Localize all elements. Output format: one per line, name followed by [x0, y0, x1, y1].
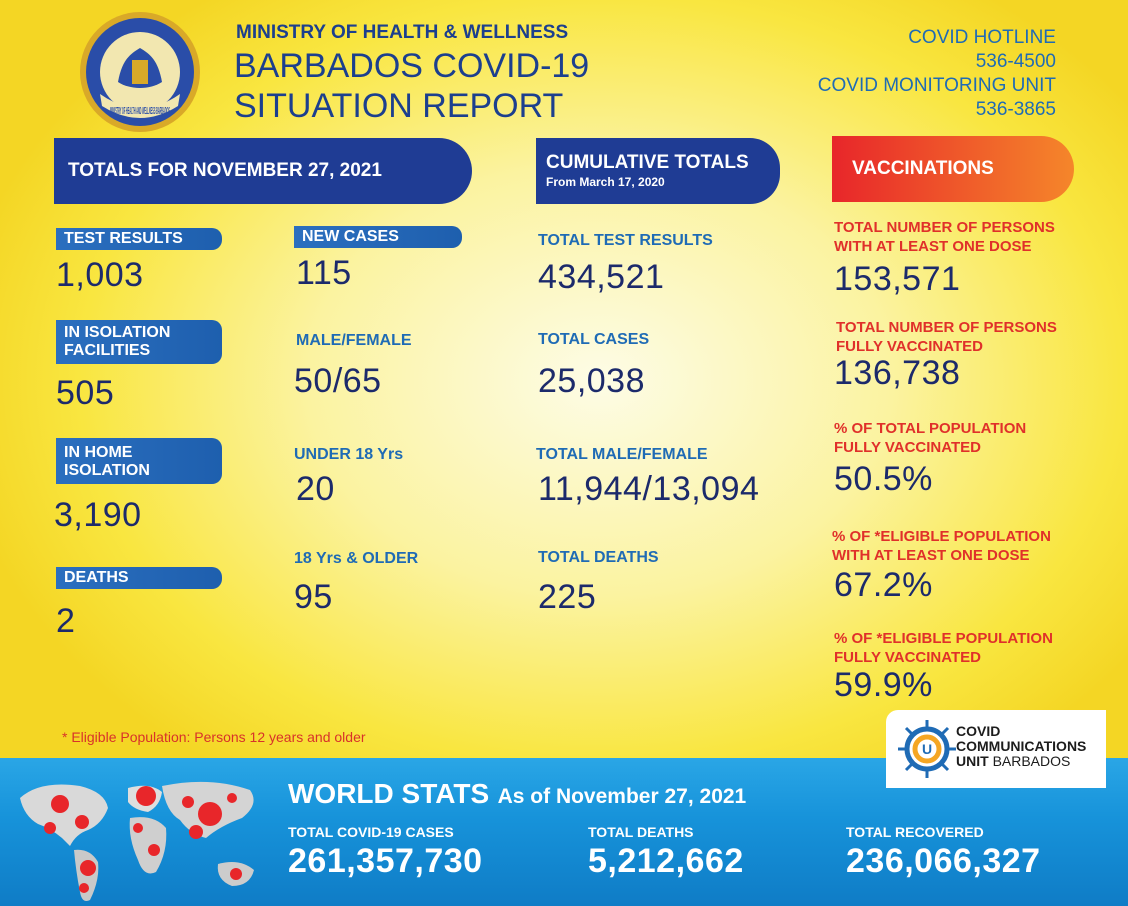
isolation-label-2: FACILITIES: [64, 342, 151, 359]
pct-eligible-full-label-1: % OF *ELIGIBLE POPULATION: [834, 630, 1053, 647]
monitoring-label: COVID MONITORING UNIT: [817, 75, 1056, 96]
pct-eligible-one-value: 67.2%: [834, 566, 933, 604]
deaths-value: 2: [56, 602, 76, 640]
hotline-number: 536-4500: [975, 51, 1056, 72]
ccu-line1: COVID: [956, 723, 1001, 739]
home-isolation-pill: IN HOME ISOLATION: [56, 438, 222, 484]
over18-label: 18 Yrs & OLDER: [294, 550, 419, 567]
home-isolation-value: 3,190: [54, 496, 142, 534]
virus-logo-icon: U: [898, 720, 956, 778]
total-male-female-label: TOTAL MALE/FEMALE: [536, 446, 708, 463]
vaccinations-banner-text: VACCINATIONS: [852, 158, 994, 179]
fully-label-1: TOTAL NUMBER OF PERSONS: [836, 319, 1057, 336]
world-stats-date: As of November 27, 2021: [497, 785, 747, 808]
ccu-logo-badge: U COVID COMMUNICATIONS UNIT BARBADOS: [886, 710, 1106, 788]
isolation-pill: IN ISOLATION FACILITIES: [56, 320, 222, 364]
deaths-pill: DEATHS: [56, 567, 222, 589]
one-dose-label: TOTAL NUMBER OF PERSONS WITH AT LEAST ON…: [834, 218, 1055, 256]
test-results-pill: TEST RESULTS: [56, 228, 222, 250]
deaths-label: DEATHS: [64, 569, 129, 586]
home-label-2: ISOLATION: [64, 462, 150, 479]
total-cases-label: TOTAL CASES: [538, 331, 650, 348]
ccu-line2: COMMUNICATIONS: [956, 738, 1087, 754]
world-map-icon: [20, 781, 254, 901]
ministry-name: MINISTRY OF HEALTH & WELLNESS: [236, 22, 569, 43]
total-test-results-label: TOTAL TEST RESULTS: [538, 232, 713, 249]
under18-label: UNDER 18 Yrs: [294, 446, 404, 463]
isolation-value: 505: [56, 374, 115, 412]
isolation-label-1: IN ISOLATION: [64, 324, 171, 341]
pct-total-label-2: FULLY VACCINATED: [834, 439, 981, 456]
report-title-line1: BARBADOS COVID-19: [234, 47, 590, 85]
totals-banner-text: TOTALS FOR NOVEMBER 27, 2021: [68, 160, 382, 181]
world-recovered-value: 236,066,327: [846, 842, 1041, 880]
ccu-line3-bold: UNIT: [956, 753, 989, 769]
fully-vaccinated-label: TOTAL NUMBER OF PERSONS FULLY VACCINATED: [836, 318, 1057, 356]
male-female-label: MALE/FEMALE: [296, 332, 412, 349]
test-results-value: 1,003: [56, 256, 144, 294]
new-cases-label: NEW CASES: [302, 228, 399, 245]
one-dose-value: 153,571: [834, 260, 961, 298]
under18-value: 20: [296, 470, 335, 508]
eligibility-footnote: * Eligible Population: Persons 12 years …: [62, 729, 366, 745]
fully-label-2: FULLY VACCINATED: [836, 338, 983, 355]
pct-eligible-full-label: % OF *ELIGIBLE POPULATION FULLY VACCINAT…: [834, 629, 1053, 667]
male-female-value: 50/65: [294, 362, 382, 400]
total-deaths-label: TOTAL DEATHS: [538, 549, 659, 566]
ccu-line3-rest: BARBADOS: [992, 753, 1071, 769]
vaccinations-banner: VACCINATIONS: [832, 136, 1074, 202]
world-stats-heading: WORLD STATS As of November 27, 2021: [288, 778, 746, 810]
pct-total-label: % OF TOTAL POPULATION FULLY VACCINATED: [834, 419, 1026, 457]
hotline-block: COVID HOTLINE 536-4500 COVID MONITORING …: [818, 26, 1056, 122]
total-male-female-value: 11,944/13,094: [538, 470, 760, 508]
pct-eligible-full-label-2: FULLY VACCINATED: [834, 649, 981, 666]
one-dose-label-2: WITH AT LEAST ONE DOSE: [834, 238, 1032, 255]
totals-banner: TOTALS FOR NOVEMBER 27, 2021: [54, 138, 472, 204]
cumulative-banner: CUMULATIVE TOTALS From March 17, 2020: [536, 138, 780, 204]
world-cases-value: 261,357,730: [288, 842, 483, 880]
world-deaths-label: TOTAL DEATHS: [588, 824, 694, 840]
one-dose-label-1: TOTAL NUMBER OF PERSONS: [834, 219, 1055, 236]
seal-text: MINISTRY OF HEALTH AND WELLNESS BARBADOS: [110, 106, 170, 117]
cumulative-banner-text: CUMULATIVE TOTALS: [546, 152, 749, 173]
home-label-1: IN HOME: [64, 444, 133, 461]
fully-vaccinated-value: 136,738: [834, 354, 961, 392]
over18-value: 95: [294, 578, 333, 616]
pct-eligible-one-label-1: % OF *ELIGIBLE POPULATION: [832, 528, 1051, 545]
world-cases-label: TOTAL COVID-19 CASES: [288, 824, 454, 840]
cumulative-banner-sub: From March 17, 2020: [546, 175, 665, 189]
ccu-logo-text: COVID COMMUNICATIONS UNIT BARBADOS: [956, 724, 1086, 769]
pct-total-label-1: % OF TOTAL POPULATION: [834, 420, 1027, 437]
total-test-results-value: 434,521: [538, 258, 665, 296]
hotline-label: COVID HOTLINE: [908, 27, 1056, 48]
pct-total-value: 50.5%: [834, 460, 933, 498]
pct-eligible-one-label-2: WITH AT LEAST ONE DOSE: [832, 547, 1030, 564]
new-cases-pill: NEW CASES: [294, 226, 462, 248]
world-recovered-label: TOTAL RECOVERED: [846, 824, 984, 840]
total-cases-value: 25,038: [538, 362, 645, 400]
monitoring-number: 536-3865: [975, 99, 1056, 120]
pct-eligible-full-value: 59.9%: [834, 666, 933, 704]
pct-eligible-one-label: % OF *ELIGIBLE POPULATION WITH AT LEAST …: [832, 527, 1051, 565]
ministry-seal-logo: MINISTRY OF HEALTH AND WELLNESS BARBADOS: [78, 10, 202, 134]
world-stats-title: WORLD STATS: [288, 778, 490, 809]
test-results-label: TEST RESULTS: [64, 230, 183, 247]
world-deaths-value: 5,212,662: [588, 842, 744, 880]
svg-text:U: U: [922, 741, 932, 757]
total-deaths-value: 225: [538, 578, 597, 616]
report-title-line2: SITUATION REPORT: [234, 87, 564, 125]
new-cases-value: 115: [296, 254, 352, 292]
